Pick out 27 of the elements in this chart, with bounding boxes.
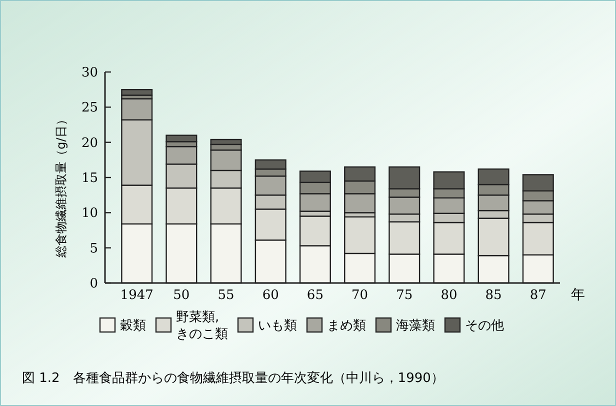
bar	[121, 88, 153, 96]
y-axis-title: 総食物繊維摂取量（g/日）	[54, 114, 68, 258]
x-tick-label: 70	[352, 288, 368, 303]
x-axis-title: 年	[571, 287, 585, 303]
x-tick-label: 75	[396, 288, 413, 303]
y-tick-label: 20	[81, 136, 98, 151]
legend-label: いも類	[258, 318, 297, 334]
y-tick-label: 0	[90, 276, 98, 292]
x-tick-label: 1947	[120, 288, 154, 303]
x-tick-label: 87	[530, 288, 546, 303]
x-tick-label: 65	[306, 288, 324, 303]
y-tick-label: 10	[81, 206, 98, 222]
legend-label: まめ類	[327, 318, 366, 334]
caption: 図 1.2 各種食品群からの食物繊維摂取量の年次変化（中川ら，1990）	[22, 370, 444, 386]
x-tick-label: 85	[485, 288, 502, 303]
legend-label: 穀類	[120, 318, 146, 334]
x-tick-label: 80	[440, 288, 458, 303]
legend-label: 海藻類	[396, 318, 435, 334]
y-tick-label: 5	[90, 241, 98, 256]
x-tick-label: 55	[218, 288, 234, 303]
y-tick-label: 30	[81, 66, 98, 81]
y-tick-label: 15	[81, 171, 98, 186]
legend-label: 野菜類,きのこ類	[176, 310, 228, 342]
x-tick-label: 50	[173, 288, 190, 303]
y-tick-label: 25	[81, 100, 98, 116]
legend-label: その他	[465, 318, 504, 334]
x-tick-label: 60	[262, 288, 279, 303]
